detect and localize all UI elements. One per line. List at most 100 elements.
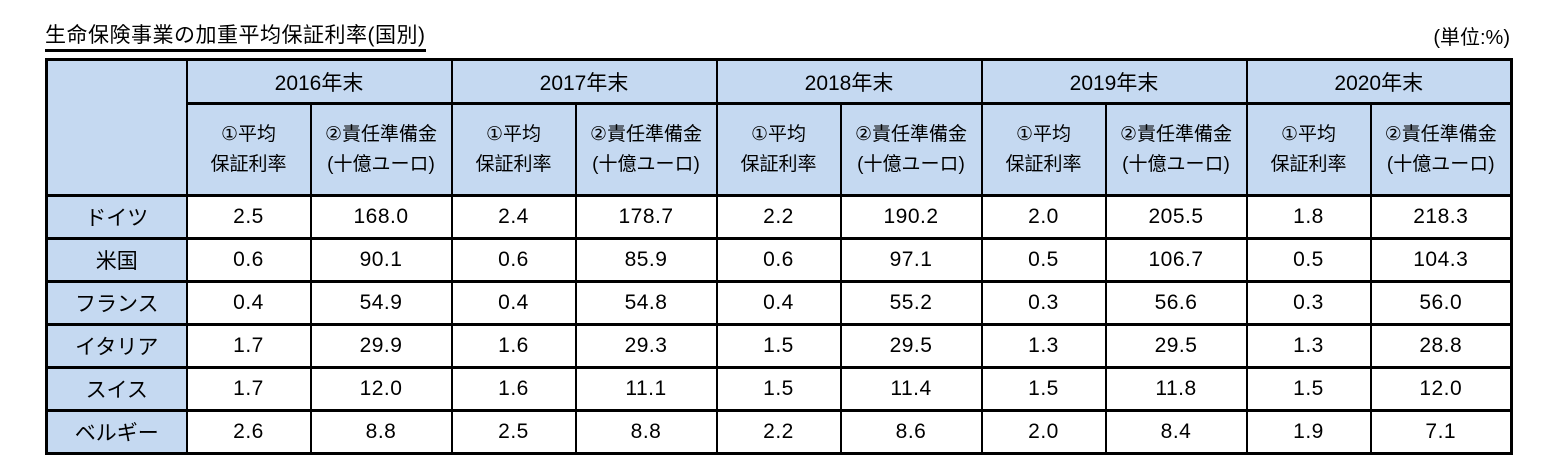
value-cell: 8.4 <box>1104 409 1248 455</box>
subheader-line2: 保証利率 <box>740 153 817 175</box>
guaranteed-rate-table: 2016年末 2017年末 2018年末 2019年末 2020年末 ①平均 保… <box>45 58 1513 455</box>
value-cell: 0.3 <box>980 280 1107 326</box>
table-row-switzerland: スイス 1.7 12.0 1.6 11.1 1.5 11.4 1.5 11.8 … <box>45 366 1513 412</box>
subheader-reserve-2016: ②責任準備金 (十億ユーロ) <box>309 102 453 197</box>
subheader-line1: ②責任準備金 <box>854 124 968 146</box>
value-cell: 12.0 <box>1369 366 1513 412</box>
value-cell: 1.6 <box>450 323 577 369</box>
year-header-2018: 2018年末 <box>715 58 983 105</box>
value-cell: 2.2 <box>715 194 842 240</box>
value-cell: 0.6 <box>185 237 312 283</box>
subheader-avg-2017: ①平均 保証利率 <box>450 102 577 197</box>
subheader-line1: ②責任準備金 <box>1384 124 1497 146</box>
subheader-line2: 保証利率 <box>1005 153 1082 175</box>
subheader-reserve-2017: ②責任準備金 (十億ユーロ) <box>574 102 718 197</box>
value-cell: 56.6 <box>1104 280 1248 326</box>
table-row-france: フランス 0.4 54.9 0.4 54.8 0.4 55.2 0.3 56.6… <box>45 280 1513 326</box>
country-cell: スイス <box>45 366 188 412</box>
subheader-avg-2018: ①平均 保証利率 <box>715 102 842 197</box>
subheader-avg-2020: ①平均 保証利率 <box>1245 102 1372 197</box>
value-cell: 8.8 <box>309 409 453 455</box>
country-cell: イタリア <box>45 323 188 369</box>
value-cell: 54.9 <box>309 280 453 326</box>
value-cell: 8.8 <box>574 409 718 455</box>
value-cell: 205.5 <box>1104 194 1248 240</box>
value-cell: 106.7 <box>1104 237 1248 283</box>
value-cell: 28.8 <box>1369 323 1513 369</box>
value-cell: 1.6 <box>450 366 577 412</box>
table-row-belgium: ベルギー 2.6 8.8 2.5 8.8 2.2 8.6 2.0 8.4 1.9… <box>45 409 1513 455</box>
value-cell: 0.5 <box>1245 237 1372 283</box>
corner-cell <box>45 58 188 197</box>
subheader-reserve-2018: ②責任準備金 (十億ユーロ) <box>839 102 983 197</box>
value-cell: 0.6 <box>715 237 842 283</box>
value-cell: 54.8 <box>574 280 718 326</box>
subheader-line2: 保証利率 <box>210 153 287 175</box>
value-cell: 0.6 <box>450 237 577 283</box>
country-cell: フランス <box>45 280 188 326</box>
value-cell: 2.5 <box>185 194 312 240</box>
value-cell: 1.5 <box>1245 366 1372 412</box>
subheader-line1: ①平均 <box>1280 124 1337 146</box>
subheader-avg-2019: ①平均 保証利率 <box>980 102 1107 197</box>
subheader-line1: ①平均 <box>485 124 542 146</box>
value-cell: 90.1 <box>309 237 453 283</box>
subheader-reserve-2019: ②責任準備金 (十億ユーロ) <box>1104 102 1248 197</box>
value-cell: 11.8 <box>1104 366 1248 412</box>
value-cell: 56.0 <box>1369 280 1513 326</box>
value-cell: 2.4 <box>450 194 577 240</box>
value-cell: 0.4 <box>185 280 312 326</box>
value-cell: 8.6 <box>839 409 983 455</box>
subheader-avg-2016: ①平均 保証利率 <box>185 102 312 197</box>
value-cell: 29.9 <box>309 323 453 369</box>
subheader-line2: 保証利率 <box>475 153 552 175</box>
value-cell: 178.7 <box>574 194 718 240</box>
value-cell: 0.4 <box>450 280 577 326</box>
value-cell: 168.0 <box>309 194 453 240</box>
subheader-line1: ①平均 <box>1015 124 1072 146</box>
value-cell: 85.9 <box>574 237 718 283</box>
value-cell: 29.5 <box>839 323 983 369</box>
subheader-line1: ②責任準備金 <box>589 124 703 146</box>
year-header-2020: 2020年末 <box>1245 58 1513 105</box>
value-cell: 7.1 <box>1369 409 1513 455</box>
subheader-line2: (十億ユーロ) <box>1386 153 1495 175</box>
subheader-line1: ①平均 <box>220 124 277 146</box>
subheader-line2: (十億ユーロ) <box>857 153 965 175</box>
value-cell: 1.7 <box>185 366 312 412</box>
unit-label: (単位:%) <box>1433 27 1510 49</box>
value-cell: 97.1 <box>839 237 983 283</box>
value-cell: 1.5 <box>980 366 1107 412</box>
value-cell: 2.0 <box>980 409 1107 455</box>
subheader-reserve-2020: ②責任準備金 (十億ユーロ) <box>1369 102 1513 197</box>
value-cell: 0.3 <box>1245 280 1372 326</box>
value-cell: 29.3 <box>574 323 718 369</box>
subheader-line1: ②責任準備金 <box>324 124 438 146</box>
year-header-row: 2016年末 2017年末 2018年末 2019年末 2020年末 <box>45 58 1513 197</box>
value-cell: 2.6 <box>185 409 312 455</box>
value-cell: 11.4 <box>839 366 983 412</box>
value-cell: 0.4 <box>715 280 842 326</box>
country-cell: ベルギー <box>45 409 188 455</box>
table-row-usa: 米国 0.6 90.1 0.6 85.9 0.6 97.1 0.5 106.7 … <box>45 237 1513 283</box>
subheader-row: ①平均 保証利率 ②責任準備金 (十億ユーロ) ①平均 保証利率 ②責任準備金 … <box>47 102 1513 197</box>
value-cell: 2.5 <box>450 409 577 455</box>
value-cell: 218.3 <box>1369 194 1513 240</box>
year-header-2019: 2019年末 <box>980 58 1248 105</box>
value-cell: 29.5 <box>1104 323 1248 369</box>
country-cell: ドイツ <box>45 194 188 240</box>
subheader-line1: ①平均 <box>750 124 807 146</box>
value-cell: 2.0 <box>980 194 1107 240</box>
subheader-line1: ②責任準備金 <box>1119 124 1233 146</box>
value-cell: 1.8 <box>1245 194 1372 240</box>
country-cell: 米国 <box>45 237 188 283</box>
subheader-line2: 保証利率 <box>1270 153 1347 175</box>
table-row-italy: イタリア 1.7 29.9 1.6 29.3 1.5 29.5 1.3 29.5… <box>45 323 1513 369</box>
value-cell: 11.1 <box>574 366 718 412</box>
value-cell: 1.5 <box>715 366 842 412</box>
page-title: 生命保険事業の加重平均保証利率(国別) <box>45 24 426 53</box>
value-cell: 55.2 <box>839 280 983 326</box>
value-cell: 190.2 <box>839 194 983 240</box>
subheader-line2: (十億ユーロ) <box>327 153 435 175</box>
